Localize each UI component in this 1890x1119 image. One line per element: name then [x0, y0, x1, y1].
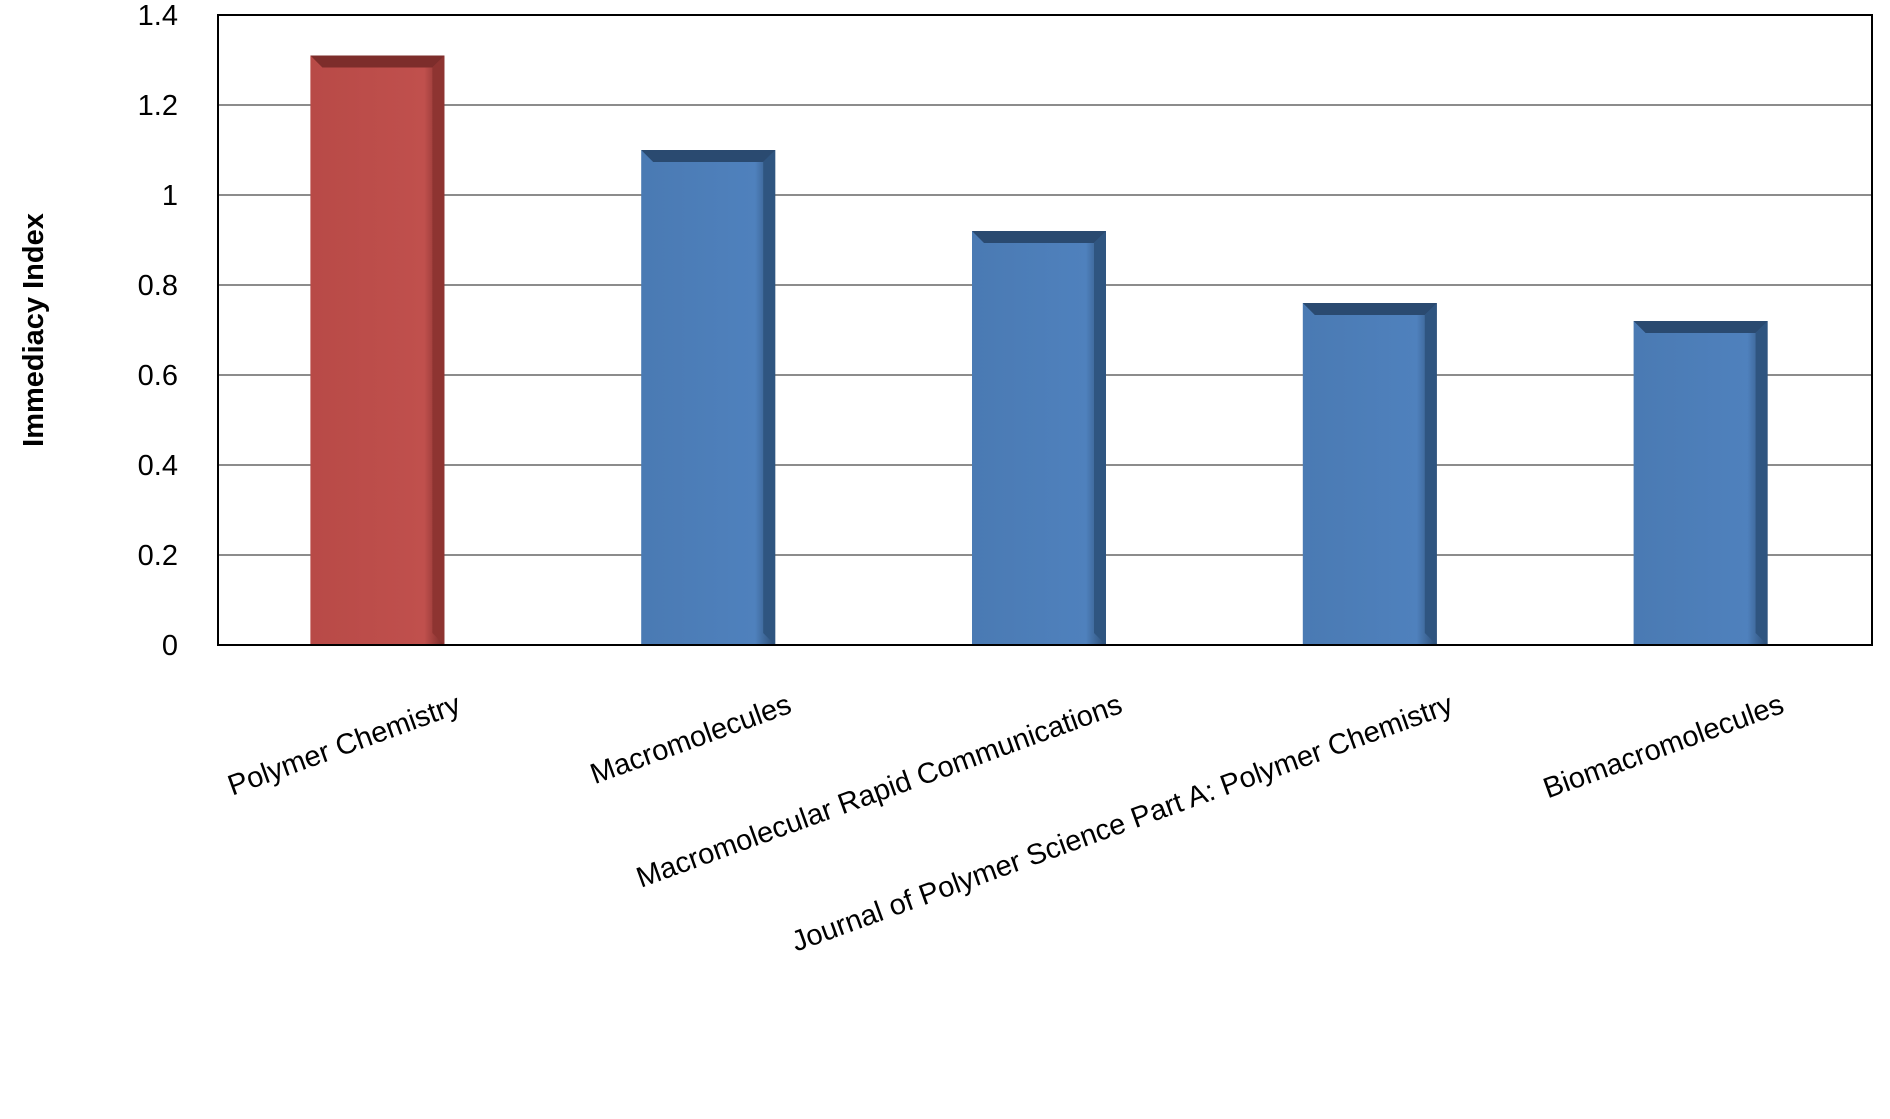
y-tick-label: 1.2: [138, 90, 178, 122]
y-axis-label: Immediacy Index: [18, 213, 50, 447]
bar-body: [641, 150, 776, 645]
y-tick-label: 1.4: [138, 0, 178, 32]
x-tick-label: Polymer Chemistry: [224, 688, 466, 802]
bar: [972, 231, 1106, 645]
y-axis-ticks: 0 0.2 0.4 0.6 0.8 1 1.2 1.4: [138, 0, 178, 662]
x-axis-labels: Polymer Chemistry MacromoleculesMacromole…: [224, 688, 1788, 958]
bar-top-bevel: [310, 55, 445, 68]
bar-side-bevel: [763, 150, 776, 645]
y-tick-label: 0.8: [138, 270, 178, 302]
bar-body: [1302, 303, 1437, 645]
bar-top-bevel: [1302, 303, 1437, 315]
y-tick-label: 0.6: [138, 360, 178, 392]
bar-top-bevel: [1633, 321, 1768, 333]
bar-body: [972, 231, 1106, 645]
bar-body: [310, 55, 445, 645]
bar-side-bevel: [432, 55, 445, 645]
x-tick-label: Macromolecules: [586, 689, 795, 791]
x-tick-label: Biomacromolecules: [1539, 689, 1788, 806]
bar-body: [1633, 321, 1768, 645]
bar-side-bevel: [1755, 321, 1768, 645]
bar: [641, 150, 776, 645]
bar-top-bevel: [972, 231, 1106, 243]
bar-side-bevel: [1094, 231, 1106, 645]
bar: [1302, 303, 1437, 645]
y-tick-label: 0.2: [138, 540, 178, 572]
bar-top-bevel: [641, 150, 776, 162]
bar-side-bevel: [1424, 303, 1437, 645]
y-tick-label: 0: [162, 630, 178, 662]
x-tick-label: Journal of Polymer Science Part A: Polym…: [787, 688, 1457, 958]
bars: [310, 55, 1768, 645]
y-tick-label: 0.4: [138, 450, 178, 482]
y-tick-label: 1: [162, 180, 178, 212]
bar: [1633, 321, 1768, 645]
plot-area-frame: [217, 14, 1873, 646]
bar: [310, 55, 445, 645]
